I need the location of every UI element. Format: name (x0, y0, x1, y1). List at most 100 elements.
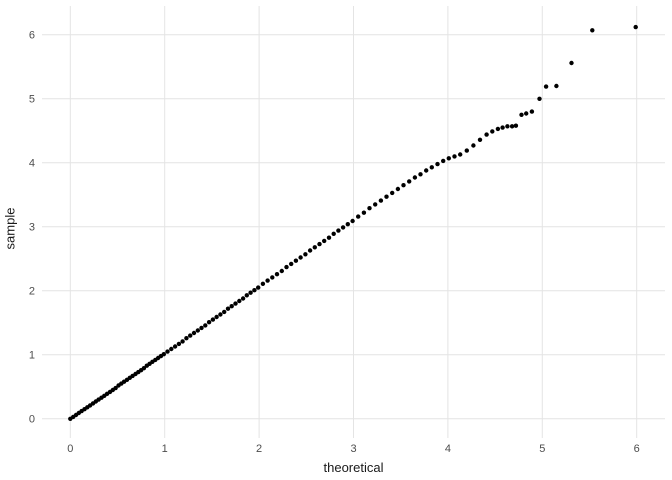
data-point (554, 83, 559, 89)
data-point (199, 325, 204, 331)
data-point (537, 96, 542, 102)
data-point (441, 158, 446, 164)
x-tick-label: 4 (445, 443, 451, 455)
data-point (225, 306, 231, 311)
data-point (500, 125, 505, 130)
data-point (505, 124, 510, 129)
y-axis-title-column: sample (0, 0, 20, 456)
data-point (519, 112, 524, 118)
y-tick-label: 5 (29, 93, 35, 105)
data-point (229, 304, 234, 309)
data-point (590, 28, 595, 33)
data-point (452, 154, 457, 159)
data-point (113, 385, 118, 391)
data-point (188, 333, 193, 338)
data-point (317, 241, 322, 247)
x-tick-label: 3 (350, 443, 356, 455)
data-point (367, 206, 372, 211)
data-point (256, 285, 261, 290)
data-point (279, 268, 284, 274)
y-tick-label: 4 (29, 157, 35, 169)
data-point (240, 296, 246, 301)
x-tick-label: 5 (539, 443, 545, 455)
data-point (191, 330, 197, 336)
data-point (477, 137, 483, 142)
data-point (378, 198, 384, 203)
data-point (384, 194, 389, 199)
data-point (169, 346, 174, 352)
data-point (289, 261, 294, 267)
data-point (260, 281, 266, 286)
x-tick-label: 0 (67, 443, 73, 455)
data-point (248, 290, 253, 295)
data-point (172, 344, 178, 349)
data-point (484, 132, 489, 137)
data-point (284, 264, 289, 270)
data-point (513, 123, 519, 128)
data-point (429, 165, 434, 170)
data-point (206, 320, 212, 325)
data-point (165, 349, 170, 354)
data-point (336, 228, 341, 233)
data-point (237, 298, 242, 304)
data-point (203, 323, 208, 328)
data-point (293, 258, 299, 263)
data-point (633, 24, 638, 30)
x-tick-label: 6 (634, 443, 640, 455)
data-point (274, 272, 280, 277)
data-point (418, 172, 423, 177)
data-point (298, 255, 303, 260)
data-point (252, 288, 257, 293)
data-point (509, 124, 515, 129)
data-point (401, 183, 406, 188)
data-point (331, 231, 336, 236)
data-point (210, 317, 216, 322)
data-point (407, 179, 412, 184)
data-point (303, 252, 308, 257)
data-point (141, 366, 147, 371)
data-point (340, 225, 346, 230)
x-tick-label: 1 (162, 443, 168, 455)
y-tick-label: 1 (29, 349, 35, 361)
data-point (265, 278, 270, 283)
data-point (312, 245, 317, 250)
x-tick-label: 2 (256, 443, 262, 455)
data-point (464, 148, 469, 153)
data-point (214, 314, 219, 320)
data-point (322, 238, 327, 244)
data-point (184, 336, 189, 341)
data-point (222, 309, 227, 315)
y-tick-label: 6 (29, 29, 35, 41)
data-point (356, 214, 361, 219)
data-point (524, 111, 529, 116)
data-point (495, 126, 501, 132)
data-point (161, 352, 166, 357)
data-point (543, 84, 549, 89)
data-point (529, 109, 535, 114)
data-point (244, 293, 249, 298)
y-tick-label: 3 (29, 221, 35, 233)
data-point (233, 301, 238, 306)
data-point (345, 222, 350, 227)
data-point (180, 339, 185, 344)
data-point (373, 202, 378, 207)
data-point (490, 129, 495, 134)
data-point (350, 218, 355, 224)
data-point (569, 60, 574, 66)
data-point (270, 275, 275, 280)
data-point (176, 341, 182, 347)
y-tick-label: 0 (29, 413, 35, 425)
data-point (390, 190, 395, 196)
data-point (412, 175, 418, 180)
data-point (435, 161, 440, 167)
data-point (424, 168, 429, 173)
data-point (446, 156, 451, 161)
data-point (307, 248, 313, 253)
data-point (326, 235, 332, 240)
data-point (218, 312, 223, 317)
y-tick-label: 2 (29, 285, 35, 297)
x-axis-title: theoretical (323, 460, 384, 475)
data-point (458, 152, 463, 157)
